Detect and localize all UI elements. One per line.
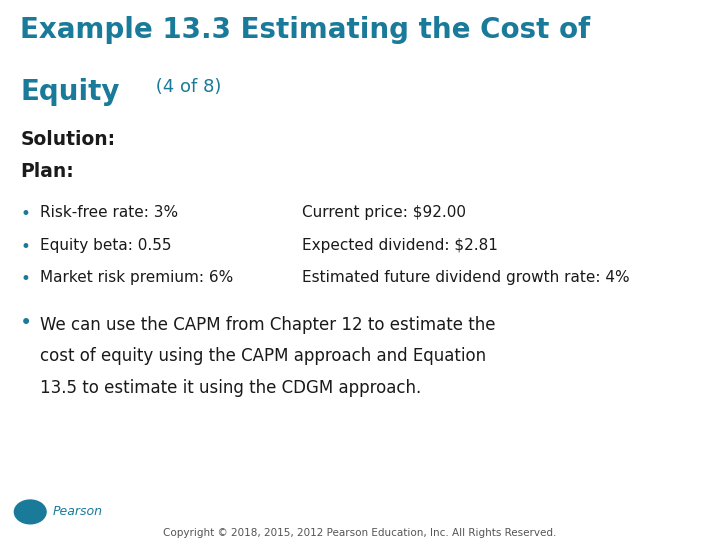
Circle shape <box>14 500 46 524</box>
Text: •: • <box>20 270 30 288</box>
Text: Expected dividend: $2.81: Expected dividend: $2.81 <box>302 238 498 253</box>
Text: Plan:: Plan: <box>20 162 74 181</box>
Text: •: • <box>20 313 32 333</box>
Text: Equity beta: 0.55: Equity beta: 0.55 <box>40 238 171 253</box>
Text: Pearson: Pearson <box>53 505 102 518</box>
Text: •: • <box>20 238 30 255</box>
Text: (4 of 8): (4 of 8) <box>150 78 221 96</box>
Text: Market risk premium: 6%: Market risk premium: 6% <box>40 270 233 285</box>
Text: cost of equity using the CAPM approach and Equation: cost of equity using the CAPM approach a… <box>40 347 486 365</box>
Text: We can use the CAPM from Chapter 12 to estimate the: We can use the CAPM from Chapter 12 to e… <box>40 316 495 334</box>
Text: Solution:: Solution: <box>20 130 115 148</box>
Text: •: • <box>20 205 30 223</box>
Text: 13.5 to estimate it using the CDGM approach.: 13.5 to estimate it using the CDGM appro… <box>40 379 421 396</box>
Text: Copyright © 2018, 2015, 2012 Pearson Education, Inc. All Rights Reserved.: Copyright © 2018, 2015, 2012 Pearson Edu… <box>163 528 557 538</box>
Text: P: P <box>26 507 35 517</box>
Text: Risk-free rate: 3%: Risk-free rate: 3% <box>40 205 178 220</box>
Text: Estimated future dividend growth rate: 4%: Estimated future dividend growth rate: 4… <box>302 270 630 285</box>
Text: Example 13.3 Estimating the Cost of: Example 13.3 Estimating the Cost of <box>20 16 590 44</box>
Text: Equity: Equity <box>20 78 120 106</box>
Text: Current price: $92.00: Current price: $92.00 <box>302 205 467 220</box>
